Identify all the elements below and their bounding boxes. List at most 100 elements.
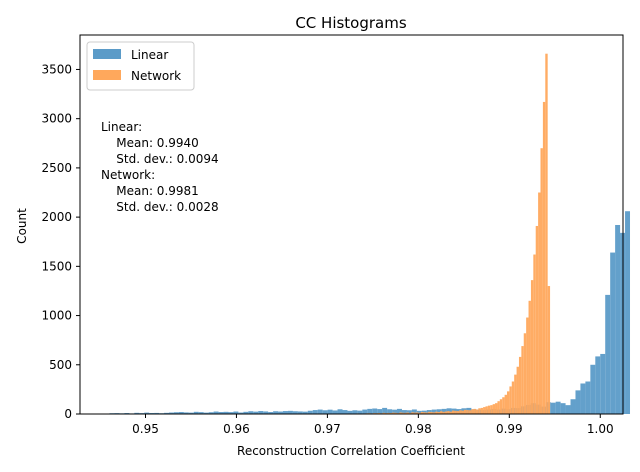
legend-swatch-linear [93, 49, 121, 59]
histogram-bar-network [495, 403, 498, 414]
histogram-bar-network [406, 412, 409, 414]
histogram-bar-linear [268, 412, 274, 414]
x-tick-label: 0.96 [223, 422, 250, 436]
histogram-bar-network [449, 411, 452, 414]
histogram-bar-network [440, 411, 443, 414]
histogram-bar-linear [238, 412, 244, 414]
histogram-bar-linear [188, 412, 194, 414]
histogram-bar-network [526, 317, 529, 414]
histogram-bar-linear [362, 409, 368, 414]
histogram-bar-linear [357, 410, 363, 414]
histogram-bar-network [485, 406, 488, 414]
histogram-bar-linear [312, 410, 318, 414]
histogram-bar-network [473, 408, 476, 414]
x-tick-label: 1.00 [587, 422, 614, 436]
y-tick-label: 0 [64, 407, 72, 421]
histogram-bar-linear [198, 412, 204, 414]
histogram-bar-linear [154, 412, 160, 414]
histogram-bar-linear [625, 211, 631, 414]
histogram-bar-network [428, 411, 431, 414]
histogram-bar-linear [287, 410, 293, 414]
histogram-bar-linear [203, 412, 209, 414]
histogram-bar-network [437, 412, 441, 414]
histogram-bar-linear [178, 412, 184, 414]
histogram-bar-linear [387, 409, 393, 414]
histogram-bar-network [478, 408, 481, 414]
histogram-bar-network [518, 356, 522, 414]
histogram-bar-linear [367, 408, 373, 414]
histogram-bar-network [418, 412, 421, 414]
histogram-bar-linear [352, 410, 358, 414]
histogram-bar-linear [213, 411, 219, 414]
histogram-bar-linear [173, 412, 179, 414]
histogram-bar-linear [278, 411, 284, 414]
histogram-bar-network [535, 225, 539, 414]
histogram-bar-linear [134, 412, 140, 414]
legend: Linear Network [86, 41, 195, 91]
y-tick-label: 1500 [41, 259, 72, 273]
histogram-bar-network [461, 410, 464, 414]
histogram-bar-linear [406, 410, 412, 414]
histogram-bar-network [507, 391, 510, 414]
histogram-bar-network [459, 410, 462, 414]
histogram-bar-linear [441, 408, 447, 414]
histogram-bar-network [404, 412, 407, 414]
histogram-bar-network [394, 412, 397, 414]
histogram-bar-linear [615, 224, 621, 414]
annotation-line: Network: [101, 168, 155, 182]
histogram-bar-network [456, 411, 460, 414]
legend-swatch-network [93, 70, 121, 80]
histogram-bar-network [487, 405, 491, 414]
histogram-bar-network [516, 366, 519, 414]
y-tick-label: 3500 [41, 62, 72, 76]
histogram-bar-network [463, 409, 467, 414]
histogram-bar-linear [228, 412, 234, 414]
histogram-bar-network [442, 411, 445, 414]
histogram-bar-network [514, 374, 517, 414]
histogram-bar-linear [416, 410, 422, 414]
histogram-bar-network [502, 397, 505, 414]
histogram-bar-network [480, 407, 484, 414]
histogram-bar-linear [555, 401, 561, 414]
histogram-bar-linear [263, 411, 269, 414]
histogram-bar-network [504, 394, 507, 414]
y-tick-label: 2000 [41, 210, 72, 224]
histogram-bar-network [490, 405, 493, 414]
histogram-bar-linear [317, 409, 323, 414]
annotation-line: Linear: [101, 120, 142, 134]
histogram-bar-linear [377, 409, 383, 414]
histogram-bar-linear [218, 412, 224, 414]
y-tick-label: 500 [49, 358, 72, 372]
histogram-bar-network [475, 409, 479, 414]
histogram-bar-network [545, 53, 548, 414]
histogram-bar-network [511, 381, 515, 414]
histogram-bar-linear [164, 412, 169, 414]
histogram-bar-linear [590, 364, 596, 414]
y-tick-label: 1000 [41, 309, 72, 323]
annotation-line: Std. dev.: 0.0028 [101, 200, 219, 214]
x-axis: 0.95 0.96 0.97 0.98 0.99 1.00 [132, 414, 614, 436]
histogram-bar-linear [570, 399, 576, 414]
histogram-bar-network [521, 346, 524, 414]
histogram-bar-network [547, 286, 551, 414]
x-tick-label: 0.98 [405, 422, 432, 436]
histogram-bar-network [523, 333, 527, 414]
histogram-bar-linear [208, 412, 214, 414]
histogram-bar-network [447, 411, 450, 414]
histogram-bar-linear [233, 411, 239, 414]
histogram-bar-network [538, 192, 541, 414]
histogram-bar-linear [322, 410, 328, 414]
histogram-bar-network [416, 412, 419, 414]
histogram-bar-linear [273, 411, 279, 414]
x-tick-label: 0.97 [314, 422, 341, 436]
chart-title: CC Histograms [295, 14, 407, 32]
plot-frame [79, 34, 624, 415]
y-tick-label: 2500 [41, 161, 72, 175]
histogram-bar-network [466, 410, 469, 414]
histogram-bar-network [483, 407, 486, 414]
histogram-bar-network [401, 412, 405, 414]
histogram-bar-linear [327, 409, 333, 414]
histogram-bar-linear [193, 411, 199, 414]
histogram-bar-network [451, 410, 455, 414]
